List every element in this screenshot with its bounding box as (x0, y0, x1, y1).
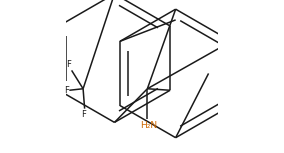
Text: F: F (66, 60, 71, 69)
Text: H₂N: H₂N (140, 121, 157, 130)
Text: F: F (81, 110, 85, 119)
Text: F: F (64, 86, 68, 95)
